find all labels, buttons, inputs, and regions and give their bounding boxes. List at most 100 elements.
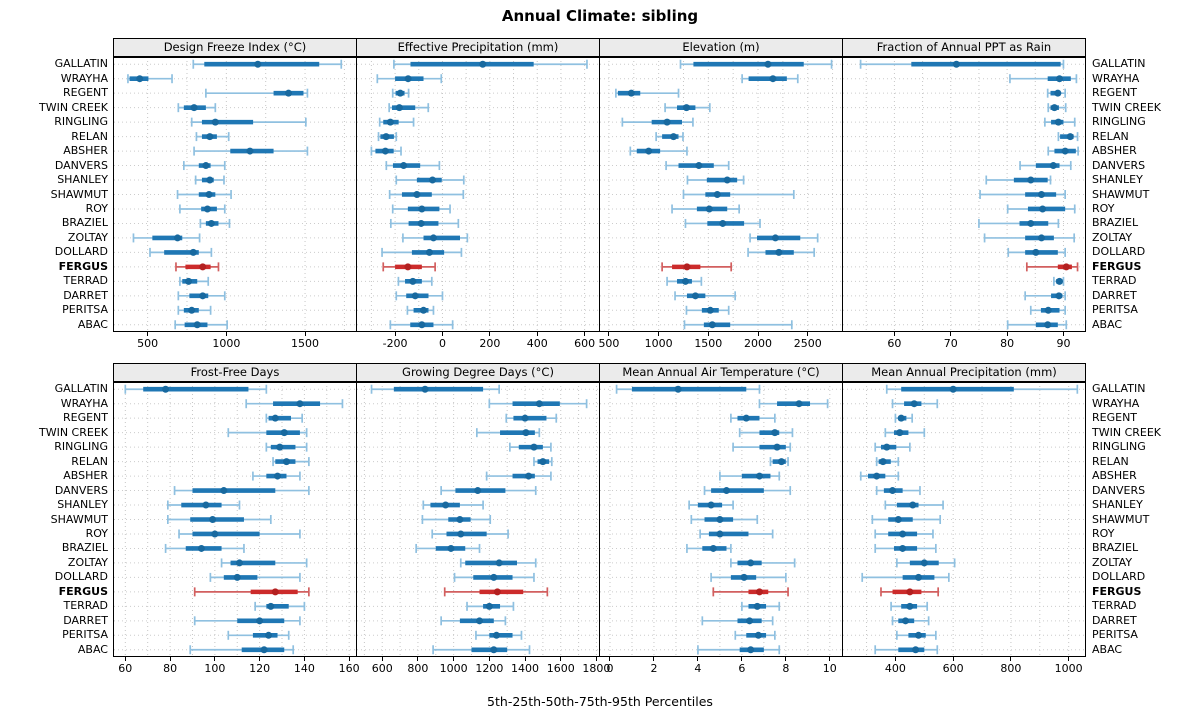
station-label-peritsa: PERITSA: [62, 303, 108, 317]
station-label-braziel: BRAZIEL: [61, 216, 108, 230]
axis-tick: [707, 332, 709, 336]
station-label-danvers: DANVERS: [1092, 158, 1146, 172]
axis-tick: [441, 332, 443, 336]
axis-tick-label: 1500: [694, 337, 723, 350]
panel-effective-precipitation-mm: Effective Precipitation (mm) -200 0 200 400 6…: [356, 38, 600, 354]
axis-tick: [785, 657, 787, 661]
station-label-dollard: DOLLARD: [54, 570, 108, 584]
panel-design-freeze-index-c: Design Freeze Index (°C) 500 1000 1500: [113, 38, 357, 354]
station-label-roy: ROY: [85, 526, 108, 540]
axis-tick: [536, 332, 538, 336]
panel-header-growing-degree-days-c: Growing Degree Days (°C): [356, 363, 600, 382]
panel-row: Frost-Free Days 60 80 100 120 140 160 Growing D…: [113, 363, 1086, 679]
station-label-abac: ABAC: [77, 317, 108, 331]
panel-frost-free-days: Frost-Free Days 60 80 100 120 140 160: [113, 363, 360, 679]
panel-header-design-freeze-index-c: Design Freeze Index (°C): [113, 38, 357, 57]
panel-growing-degree-days-c: Growing Degree Days (°C) 600 800 1000 1200 14…: [356, 363, 610, 679]
axis-tick-label: 60: [118, 662, 133, 675]
station-labels-left: GALLATIN WRAYHA REGENT TWIN CREEK RINGLING RE…: [0, 57, 108, 332]
axis-tick: [608, 332, 610, 336]
axis-tick: [417, 657, 419, 661]
station-label-wrayha: WRAYHA: [1092, 396, 1140, 410]
axis-tick-label: 8: [782, 662, 790, 675]
x-axis-frost-free-days: 60 80 100 120 140 160: [113, 657, 360, 679]
station-label-terrad: TERRAD: [1092, 599, 1137, 613]
station-label-wrayha: WRAYHA: [1092, 71, 1140, 85]
station-label-danvers: DANVERS: [54, 158, 108, 172]
station-labels-right: GALLATIN WRAYHA REGENT TWIN CREEK RINGLING RE…: [1092, 57, 1200, 332]
station-label-gallatin: GALLATIN: [54, 382, 108, 396]
axis-tick-label: 4: [694, 662, 702, 675]
station-label-relan: RELAN: [71, 129, 108, 143]
panel-plot-frost-free-days: [113, 382, 357, 657]
axis-tick: [609, 657, 611, 661]
station-label-terrad: TERRAD: [63, 274, 108, 288]
axis-tick-label: 120: [249, 662, 271, 675]
station-label-relan: RELAN: [71, 454, 108, 468]
axis-tick-label: 6: [738, 662, 746, 675]
panel-header-fraction-of-annual-ppt-as-rain: Fraction of Annual PPT as Rain: [842, 38, 1086, 57]
axis-tick: [1006, 332, 1008, 336]
axis-tick: [303, 657, 305, 661]
station-label-twin-creek: TWIN CREEK: [38, 425, 108, 439]
axis-tick-label: 60: [887, 337, 902, 350]
station-label-shawmut: SHAWMUT: [50, 512, 108, 526]
axis-tick-label: 160: [338, 662, 360, 675]
axis-tick: [829, 657, 831, 661]
axis-tick-label: 10: [822, 662, 837, 675]
axis-tick: [741, 657, 743, 661]
station-label-danvers: DANVERS: [1092, 483, 1146, 497]
station-label-roy: ROY: [1092, 526, 1115, 540]
station-label-wrayha: WRAYHA: [60, 71, 108, 85]
station-label-regent: REGENT: [62, 411, 108, 425]
axis-tick: [453, 657, 455, 661]
station-label-ringling: RINGLING: [1092, 440, 1146, 454]
axis-tick: [584, 332, 586, 336]
station-label-regent: REGENT: [1092, 411, 1138, 425]
panel-mean-annual-air-temperature-c: Mean Annual Air Temperature (°C) 0 2 4 6 8 10: [599, 363, 843, 679]
station-label-fergus: FERGUS: [58, 259, 108, 273]
panel-elevation-m: Elevation (m) 500 1000 1500 2000 2500: [598, 38, 843, 354]
axis-tick-label: 1500: [291, 337, 320, 350]
x-axis-mean-annual-precipitation-mm: 400 600 800 1000: [842, 657, 1086, 679]
panel-plot-effective-precipitation-mm: [356, 57, 600, 332]
axis-tick: [124, 657, 126, 661]
axis-tick-label: 2: [650, 662, 658, 675]
x-axis-growing-degree-days-c: 600 800 1000 1200 1400 1600 1800: [356, 657, 610, 679]
station-label-peritsa: PERITSA: [1092, 628, 1138, 642]
axis-tick: [560, 657, 562, 661]
station-label-twin-creek: TWIN CREEK: [1092, 425, 1162, 439]
axis-tick-label: 1000: [212, 337, 241, 350]
axis-tick-label: 600: [942, 662, 964, 675]
station-label-zoltay: ZOLTAY: [67, 555, 108, 569]
panel-header-mean-annual-precipitation-mm: Mean Annual Precipitation (mm): [842, 363, 1086, 382]
station-label-roy: ROY: [85, 201, 108, 215]
station-labels-right: GALLATIN WRAYHA REGENT TWIN CREEK RINGLING RE…: [1092, 382, 1200, 657]
axis-tick: [952, 657, 954, 661]
axis-tick-label: 1200: [475, 662, 504, 675]
panel-plot-fraction-of-annual-ppt-as-rain: [842, 57, 1086, 332]
station-label-relan: RELAN: [1092, 454, 1129, 468]
axis-tick: [653, 657, 655, 661]
panel-row: Design Freeze Index (°C) 500 1000 1500 Effec…: [113, 38, 1086, 354]
station-label-shawmut: SHAWMUT: [50, 187, 108, 201]
panel-plot-elevation-m: [599, 57, 843, 332]
axis-tick: [169, 657, 171, 661]
axis-tick-label: 800: [1000, 662, 1022, 675]
station-label-danvers: DANVERS: [54, 483, 108, 497]
station-label-dollard: DOLLARD: [54, 245, 108, 259]
axis-tick-label: 1800: [582, 662, 611, 675]
axis-tick: [488, 657, 490, 661]
axis-tick-label: -200: [382, 337, 408, 350]
axis-tick-label: 500: [598, 337, 620, 350]
x-axis-effective-precipitation-mm: -200 0 200 400 600: [356, 332, 600, 354]
axis-tick: [489, 332, 491, 336]
station-label-regent: REGENT: [1092, 86, 1138, 100]
axis-tick-label: 1000: [1054, 662, 1083, 675]
station-label-abac: ABAC: [1092, 317, 1123, 331]
axis-tick-label: 1600: [546, 662, 575, 675]
axis-tick-label: 2000: [744, 337, 773, 350]
axis-tick-label: 0: [438, 337, 446, 350]
station-label-relan: RELAN: [1092, 129, 1129, 143]
